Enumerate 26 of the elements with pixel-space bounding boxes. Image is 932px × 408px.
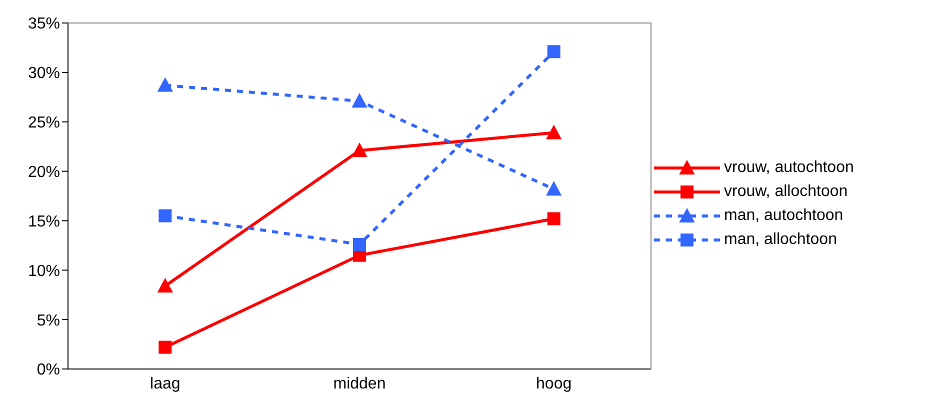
- x-tick-label: midden: [333, 375, 386, 392]
- y-tick-label: 30%: [28, 65, 60, 82]
- point: [158, 78, 173, 92]
- point: [353, 238, 366, 251]
- point: [158, 278, 173, 292]
- legend-label: man, allochtoon: [724, 231, 837, 249]
- y-tick-label: 10%: [28, 262, 60, 280]
- y-tick-label: 25%: [28, 114, 60, 132]
- y-tick-label: 5%: [36, 312, 60, 330]
- y-tick-label: 20%: [28, 164, 60, 181]
- point: [546, 182, 562, 196]
- y-tick-label: 35%: [28, 16, 60, 33]
- y-tick-label: 15%: [28, 213, 60, 230]
- point: [547, 212, 560, 226]
- point: [546, 125, 562, 140]
- legend-label: vrouw, autochtoon: [724, 159, 854, 177]
- legend-label: man, autochtoon: [724, 207, 844, 225]
- point: [158, 209, 172, 222]
- point: [352, 143, 367, 158]
- legend-label: vrouw, allochtoon: [724, 183, 848, 201]
- point: [547, 45, 560, 58]
- x-tick-label: laag: [150, 375, 180, 392]
- point: [352, 94, 367, 108]
- y-tick-label: 0%: [36, 362, 60, 379]
- x-tick-label: hoog: [536, 375, 572, 392]
- point: [158, 340, 172, 354]
